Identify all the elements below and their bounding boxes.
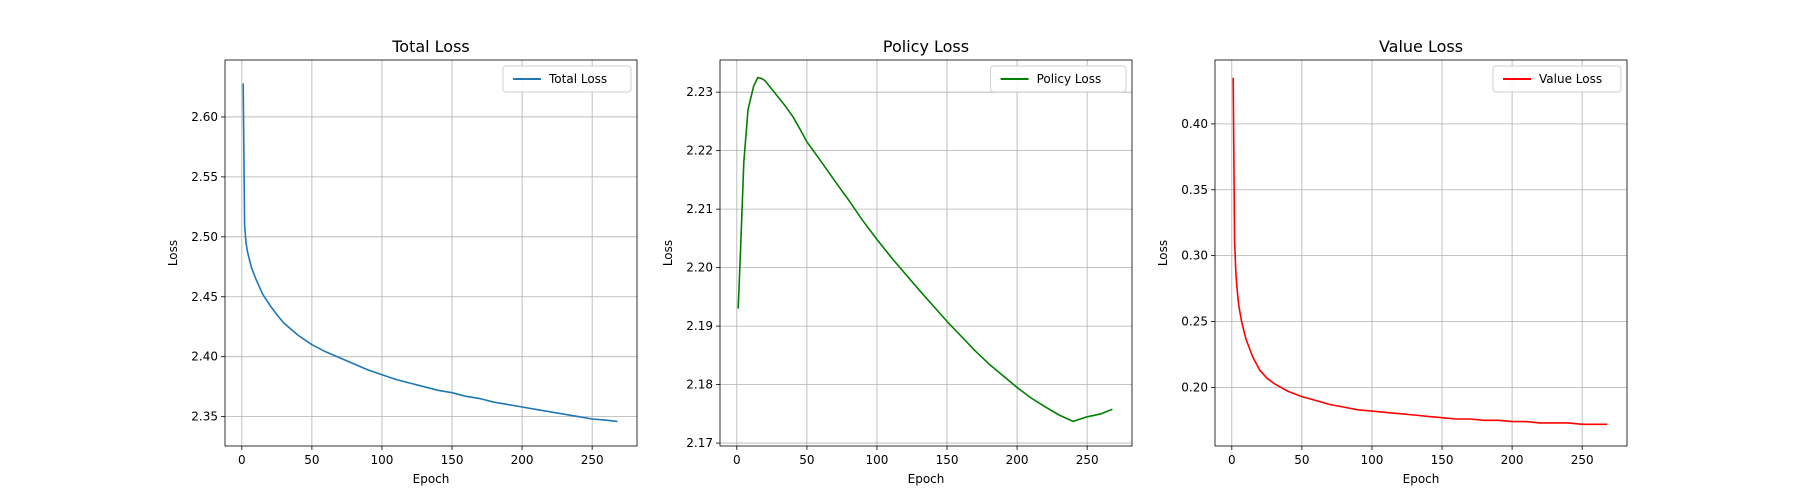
x-tick-label: 50 (1294, 453, 1309, 467)
legend: Value Loss (1492, 65, 1622, 93)
plot-frame (224, 59, 638, 447)
y-tick-label: 2.45 (191, 290, 218, 304)
y-tick-label: 2.20 (686, 261, 713, 275)
y-tick-label: 2.22 (686, 144, 713, 158)
policy-loss-panel: 0 50 100 150 200 250 2.17 2.18 2.19 2.20 2.21 2.22 2… (661, 37, 1133, 486)
plot-frame (1214, 59, 1628, 447)
x-tick-label: 250 (1571, 453, 1594, 467)
y-tick-label: 2.55 (191, 170, 218, 184)
x-tick-label: 0 (1228, 453, 1236, 467)
total-loss-title: Total Loss (391, 37, 470, 56)
y-tick-label: 0.20 (1181, 380, 1208, 394)
policy-loss-title: Policy Loss (883, 37, 969, 56)
y-tick-label: 2.50 (191, 230, 218, 244)
policy-loss-series-line (737, 76, 1113, 423)
y-tick-label: 2.21 (686, 202, 713, 216)
x-tick-label: 50 (304, 453, 319, 467)
x-tick-label: 100 (865, 453, 888, 467)
y-axis-label: Loss (661, 240, 675, 266)
x-tick-label: 50 (799, 453, 814, 467)
x-tick-label: 250 (1076, 453, 1099, 467)
value-loss-panel: 0 50 100 150 200 250 0.20 0.25 0.30 0.35 0.40 Value… (1156, 37, 1628, 486)
plot-frame (719, 59, 1133, 447)
legend-label: Value Loss (1539, 72, 1602, 86)
total-loss-panel: 0 50 100 150 200 250 2.35 2.40 2.45 2.50 2.55 2.60 T… (166, 37, 638, 486)
y-tick-label: 2.35 (191, 410, 218, 424)
y-tick-label: 2.60 (191, 110, 218, 124)
y-tick-label: 0.40 (1181, 117, 1208, 131)
x-tick-label: 150 (1431, 453, 1454, 467)
legend-label: Policy Loss (1037, 72, 1102, 86)
y-tick-label: 2.18 (686, 378, 713, 392)
y-tick-label: 2.23 (686, 85, 713, 99)
legend: Policy Loss (990, 65, 1127, 93)
y-tick-label: 2.40 (191, 350, 218, 364)
x-tick-label: 200 (1501, 453, 1524, 467)
y-tick-label: 0.25 (1181, 315, 1208, 329)
x-tick-label: 150 (936, 453, 959, 467)
legend-box (502, 65, 632, 93)
x-tick-label: 150 (441, 453, 464, 467)
legend: Total Loss (502, 65, 632, 93)
value-loss-title: Value Loss (1379, 37, 1463, 56)
x-tick-label: 200 (1006, 453, 1029, 467)
legend-box (990, 65, 1127, 93)
x-tick-label: 250 (581, 453, 604, 467)
x-tick-label: 0 (238, 453, 246, 467)
y-tick-label: 2.17 (686, 436, 713, 450)
x-tick-label: 100 (1360, 453, 1383, 467)
x-axis-label: Epoch (1403, 472, 1440, 486)
x-axis-label: Epoch (413, 472, 450, 486)
y-axis-label: Loss (166, 240, 180, 266)
value-loss-series-line (1232, 77, 1608, 426)
x-tick-label: 100 (370, 453, 393, 467)
y-axis-label: Loss (1156, 240, 1170, 266)
x-axis-label: Epoch (908, 472, 945, 486)
x-tick-label: 200 (511, 453, 534, 467)
y-tick-label: 2.19 (686, 319, 713, 333)
y-tick-label: 0.35 (1181, 183, 1208, 197)
x-tick-label: 0 (733, 453, 741, 467)
legend-box (1492, 65, 1622, 93)
legend-label: Total Loss (548, 72, 607, 86)
total-loss-series-line (242, 83, 618, 423)
y-tick-label: 0.30 (1181, 249, 1208, 263)
